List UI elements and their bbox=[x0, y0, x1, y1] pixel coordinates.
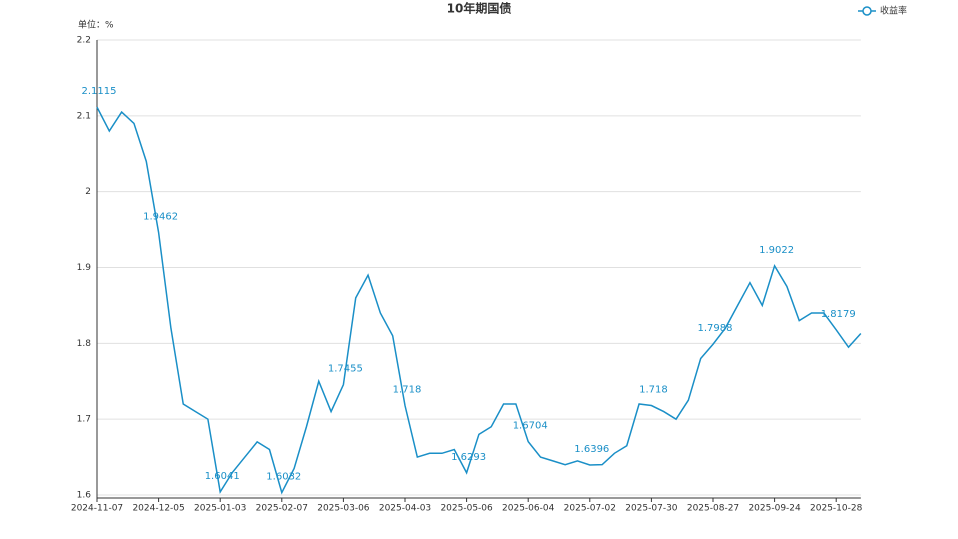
x-tick-label: 2025-04-03 bbox=[379, 504, 431, 514]
legend-label: 收益率 bbox=[880, 5, 907, 17]
x-tick-label: 2025-05-06 bbox=[440, 504, 493, 514]
legend-icon bbox=[862, 6, 872, 16]
x-tick-label: 2025-07-30 bbox=[625, 504, 678, 514]
x-tick-label: 2025-06-04 bbox=[502, 504, 555, 514]
y-tick-label: 2.1 bbox=[77, 111, 91, 121]
x-tick-label: 2024-12-05 bbox=[132, 504, 184, 514]
x-tick-label: 2025-02-07 bbox=[256, 504, 308, 514]
x-tick-label: 2025-10-28 bbox=[810, 504, 863, 514]
x-tick-label: 2025-03-06 bbox=[317, 504, 370, 514]
series-line bbox=[96, 106, 862, 495]
y-tick-label: 1.7 bbox=[77, 415, 91, 425]
unit-label: 单位：% bbox=[78, 19, 114, 31]
x-tick-label: 2024-11-07 bbox=[71, 504, 123, 514]
data-label: 1.7455 bbox=[328, 364, 363, 375]
data-label: 1.6396 bbox=[574, 444, 609, 455]
data-label: 2.1115 bbox=[82, 86, 117, 97]
x-tick-label: 2025-01-03 bbox=[194, 504, 246, 514]
y-tick-label: 1.8 bbox=[77, 339, 92, 349]
data-label: 1.6293 bbox=[451, 452, 486, 463]
data-label: 1.6032 bbox=[266, 472, 301, 483]
y-tick-label: 1.6 bbox=[77, 491, 92, 501]
y-tick-label: 2 bbox=[85, 187, 91, 197]
x-tick-label: 2025-09-24 bbox=[748, 504, 801, 514]
x-tick-label: 2025-07-02 bbox=[564, 504, 616, 514]
data-label: 1.6704 bbox=[513, 421, 548, 432]
data-label: 1.7988 bbox=[698, 323, 733, 334]
data-label: 1.9462 bbox=[143, 211, 178, 222]
y-tick-label: 2.2 bbox=[77, 36, 91, 46]
data-label: 1.718 bbox=[639, 385, 668, 396]
data-label: 1.6041 bbox=[205, 471, 240, 482]
x-tick-label: 2025-08-27 bbox=[687, 504, 739, 514]
y-tick-label: 1.9 bbox=[77, 263, 92, 273]
chart-title: 10年期国债 bbox=[447, 1, 512, 16]
data-label: 1.718 bbox=[393, 385, 422, 396]
data-label: 1.8179 bbox=[821, 309, 856, 320]
data-label: 1.9022 bbox=[759, 245, 794, 256]
